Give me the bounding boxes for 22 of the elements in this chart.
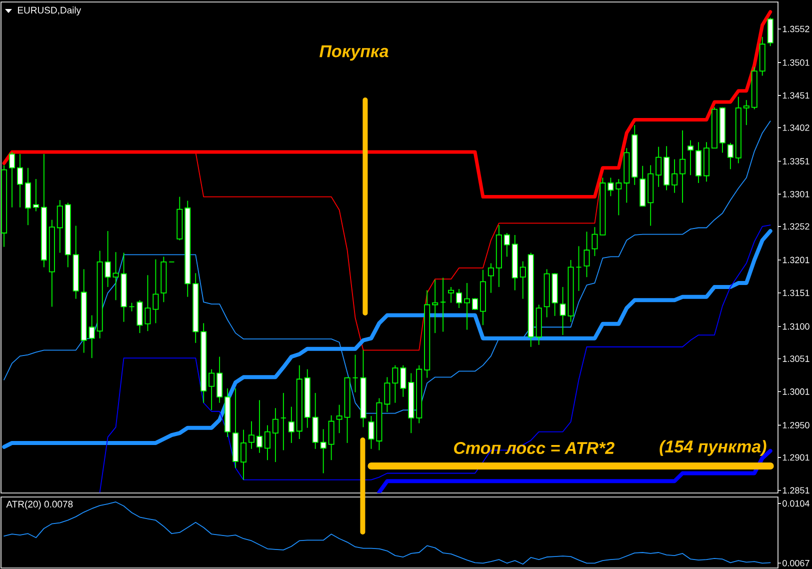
chart-title: ATR(20) 0.0078 xyxy=(6,500,73,510)
y-tick-label: 0.0067 xyxy=(782,560,810,566)
y-tick-label: 1.3552 xyxy=(782,26,810,32)
y-tick-label: 1.3201 xyxy=(782,256,810,264)
y-tick-label: 1.3001 xyxy=(782,388,810,395)
y-tick-label: 1.3100 xyxy=(782,323,810,330)
y-tick-label: 1.3151 xyxy=(782,290,810,296)
y-tick-label: 1.3252 xyxy=(782,223,810,230)
y-tick-label: 1.2901 xyxy=(782,454,810,461)
annotation: Покупка xyxy=(320,45,388,61)
y-tick-label: 1.3301 xyxy=(782,190,810,198)
annotation: Стоп лосс = ATR*2 xyxy=(454,442,614,454)
y-tick-label: 1.3051 xyxy=(782,356,810,362)
y-tick-label: 1.3501 xyxy=(782,59,810,66)
annotation: (154 пункта) xyxy=(660,440,766,456)
y-tick-label: 1.2950 xyxy=(782,422,810,428)
chart-title: EURUSD,Daily xyxy=(18,6,82,16)
y-tick-label: 1.3351 xyxy=(782,158,810,164)
y-tick-label: 1.3451 xyxy=(782,92,810,99)
y-tick-label: 0.0104 xyxy=(782,500,810,507)
y-tick-label: 1.2851 xyxy=(782,487,810,494)
y-tick-label: 1.3402 xyxy=(782,124,810,131)
